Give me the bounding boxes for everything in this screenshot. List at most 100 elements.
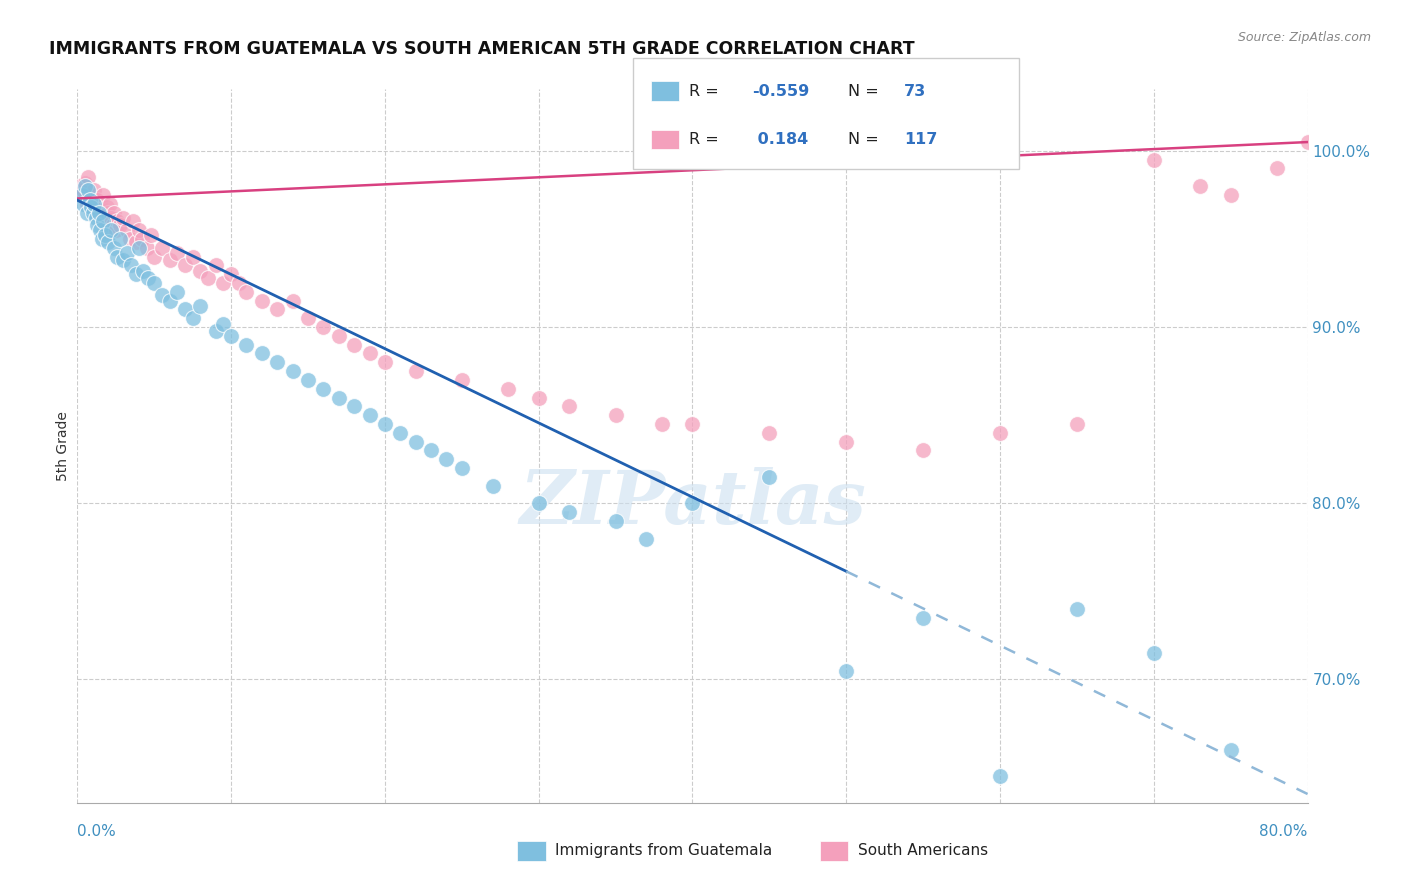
Text: Immigrants from Guatemala: Immigrants from Guatemala [555,844,773,858]
Point [73,176,96,190]
Point [90,211,114,225]
Point [297,373,319,387]
Point [103,241,125,255]
Point [115,246,138,260]
Point [250,346,273,360]
Point [72,196,94,211]
Point [228,276,250,290]
Point [1219,188,1241,202]
Point [235,285,257,299]
Point [988,425,1011,440]
Point [558,400,581,414]
Point [105,214,128,228]
Point [181,250,204,264]
Point [266,302,288,317]
Point [125,267,148,281]
Point [128,223,150,237]
Point [651,417,673,431]
Point [87,200,110,214]
Text: IMMIGRANTS FROM GUATEMALA VS SOUTH AMERICAN 5TH GRADE CORRELATION CHART: IMMIGRANTS FROM GUATEMALA VS SOUTH AMERI… [49,40,915,58]
Point [527,496,550,510]
Point [212,276,235,290]
Point [132,263,155,277]
Point [188,299,212,313]
Point [197,270,219,285]
Point [496,382,519,396]
Point [605,514,627,528]
Point [115,223,138,237]
Point [79,193,101,207]
Point [1066,417,1088,431]
Point [343,337,366,351]
Text: 0.184: 0.184 [752,132,808,147]
Point [450,461,472,475]
Text: -0.559: -0.559 [752,84,810,99]
Point [70,188,93,202]
Point [118,232,141,246]
Point [374,355,396,369]
Text: 73: 73 [904,84,927,99]
Point [89,196,111,211]
Point [82,196,104,211]
Point [281,364,304,378]
Point [80,200,103,214]
Point [758,425,780,440]
Point [266,355,288,369]
Point [93,188,115,202]
Point [312,320,335,334]
Point [97,205,120,219]
Text: R =: R = [689,84,724,99]
Text: R =: R = [689,132,724,147]
Point [96,200,118,214]
Point [1143,646,1166,660]
Point [77,183,100,197]
Point [204,259,226,273]
Text: N =: N = [848,132,884,147]
Point [159,293,181,308]
Point [90,232,114,246]
Point [174,302,197,317]
Point [328,391,350,405]
Point [128,241,150,255]
Point [912,611,935,625]
Point [125,235,148,250]
Text: 80.0%: 80.0% [1260,824,1308,838]
Point [112,211,135,225]
Point [1219,743,1241,757]
Text: South Americans: South Americans [858,844,988,858]
Point [835,664,858,678]
Point [105,250,128,264]
Point [219,329,242,343]
Point [343,400,366,414]
Point [988,769,1011,783]
Text: Source: ZipAtlas.com: Source: ZipAtlas.com [1237,31,1371,45]
Point [758,470,780,484]
Point [93,214,115,228]
Point [121,214,143,228]
Point [143,250,166,264]
Text: 117: 117 [904,132,938,147]
Point [219,267,242,281]
Point [912,443,935,458]
Point [86,218,108,232]
Point [76,196,98,211]
Point [481,478,503,492]
Point [98,196,121,211]
Point [141,228,163,243]
Point [100,211,122,225]
Point [120,259,142,273]
Point [297,311,319,326]
Point [1265,161,1288,176]
Point [150,288,173,302]
Point [97,235,120,250]
Point [136,270,159,285]
Point [389,425,412,440]
Point [159,253,181,268]
Text: 0.0%: 0.0% [77,824,117,838]
Text: N =: N = [848,84,884,99]
Point [605,408,627,422]
Point [150,241,173,255]
Point [100,223,122,237]
Point [188,263,212,277]
Point [79,200,101,214]
